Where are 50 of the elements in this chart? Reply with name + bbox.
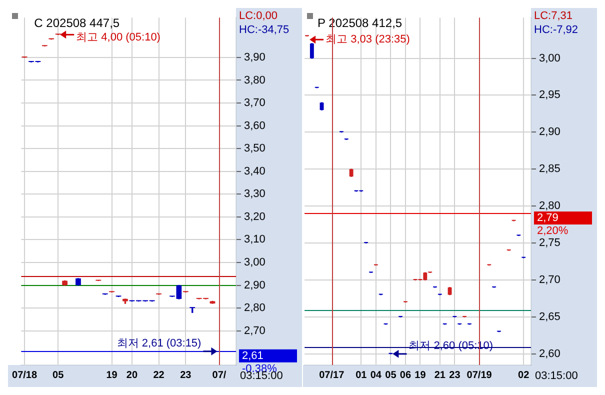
x-tick-label: 02 (518, 370, 530, 381)
y-tick-label: 2,75 (539, 237, 560, 250)
y-tick-label: 3,70 (244, 97, 266, 110)
text: HC:-7,92 (534, 24, 578, 36)
y-tick-label: 3,10 (244, 234, 266, 246)
y-tick-label: 2,90 (244, 279, 266, 292)
y-tick-label: 2,70 (539, 274, 560, 286)
text: 2,20% (537, 225, 568, 238)
y-tick-label: 2,80 (244, 302, 266, 314)
y-tick-label: 2,90 (539, 126, 560, 138)
y-tick-label: 2,60 (539, 348, 560, 360)
x-tick-label: 19 (414, 370, 426, 381)
y-tick-label: 2,65 (539, 310, 560, 323)
text: 03:15:00 (535, 370, 578, 382)
x-tick-label: 23 (180, 370, 192, 381)
x-tick-label: 20 (126, 370, 138, 381)
y-tick-label: 2,70 (244, 324, 266, 337)
x-tick-label: 05 (52, 370, 64, 381)
text: LC:7,31 (534, 10, 573, 22)
annotation: 최저 2,61 (03:15) (116, 337, 202, 350)
y-tick-label: 2,85 (539, 163, 560, 176)
x-tick-label: 01 (356, 370, 368, 381)
text: HC:-34,75 (239, 24, 290, 36)
y-tick-label: 3,30 (244, 188, 266, 200)
x-tick-label: 06 (400, 370, 412, 381)
x-tick-label: 07/ (212, 370, 226, 381)
y-tick-label: 2,80 (539, 200, 560, 212)
y-tick-label: 3,20 (244, 210, 266, 223)
x-tick-label: 22 (153, 370, 165, 381)
y-tick-label: 3,00 (244, 256, 266, 269)
ref-line-label: 2,61 (242, 350, 264, 362)
x-tick-label: 07/18 (12, 370, 38, 381)
chart-title: C 202508 447,5 (34, 16, 120, 30)
y-tick-label: 3,80 (244, 74, 266, 86)
x-tick-label: 05 (385, 370, 397, 381)
x-tick-label: 23 (449, 370, 461, 381)
x-tick-label: 07/17 (319, 370, 345, 381)
y-tick-label: 3,00 (539, 52, 560, 64)
x-tick-label: 21 (434, 370, 446, 381)
y-tick-label: 3,60 (244, 120, 266, 132)
x-tick-label: 04 (370, 370, 382, 381)
ref-line-label: 2,79 (537, 212, 558, 224)
y-tick-label: 3,50 (244, 142, 266, 155)
text: LC:0,00 (239, 10, 278, 22)
y-tick-label: 2,95 (539, 89, 560, 102)
x-tick-label: 19 (106, 370, 118, 381)
y-tick-label: 3,90 (244, 51, 266, 64)
annotation: 최고 4,00 (05:10) (76, 32, 160, 44)
y-tick-label: 3,40 (244, 165, 266, 178)
x-tick-label: 07/19 (466, 370, 492, 381)
